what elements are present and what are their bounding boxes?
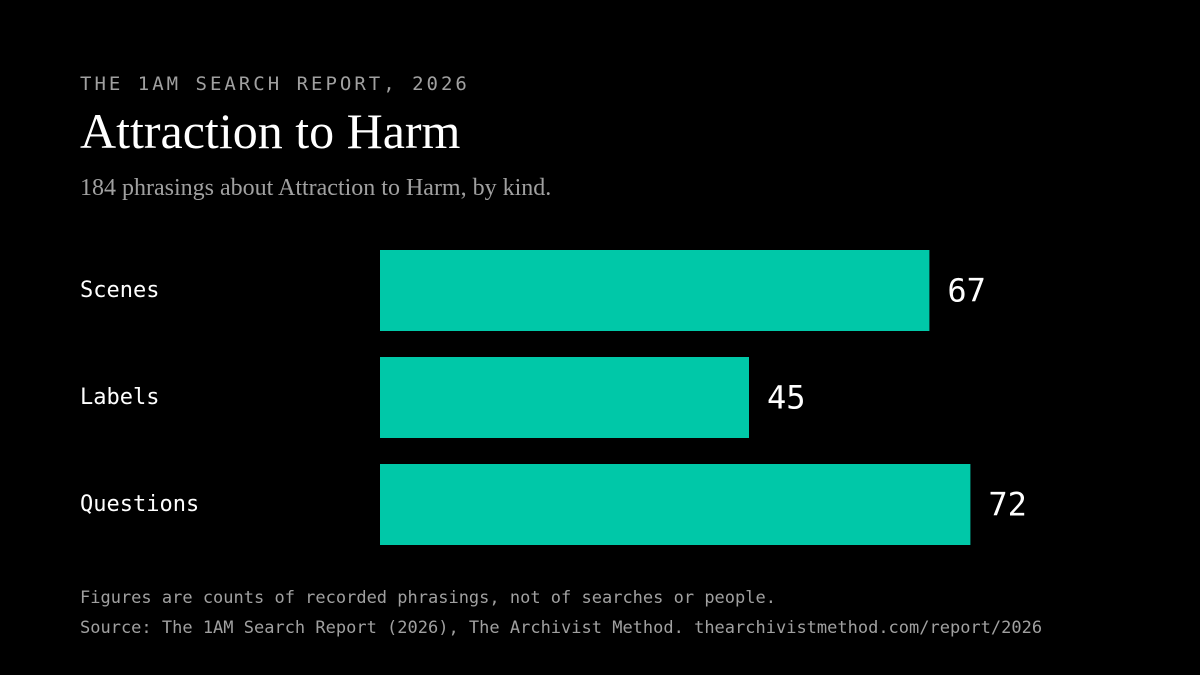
value-label-questions: 72 — [988, 486, 1027, 524]
report-eyebrow: THE 1AM SEARCH REPORT, 2026 — [80, 73, 470, 95]
chart-title: Attraction to Harm — [80, 103, 461, 159]
value-label-labels: 45 — [767, 379, 806, 417]
source-text: Source: The 1AM Search Report (2026), Th… — [80, 618, 1043, 638]
value-label-scenes: 67 — [947, 272, 986, 310]
footnote-text: Figures are counts of recorded phrasings… — [80, 588, 776, 608]
category-label-labels: Labels — [80, 385, 159, 410]
chart-subtitle: 184 phrasings about Attraction to Harm, … — [80, 175, 552, 201]
bar-labels — [380, 357, 749, 438]
bar-questions — [380, 464, 971, 545]
bar-scenes — [380, 250, 930, 331]
category-label-scenes: Scenes — [80, 278, 159, 303]
category-label-questions: Questions — [80, 492, 199, 517]
